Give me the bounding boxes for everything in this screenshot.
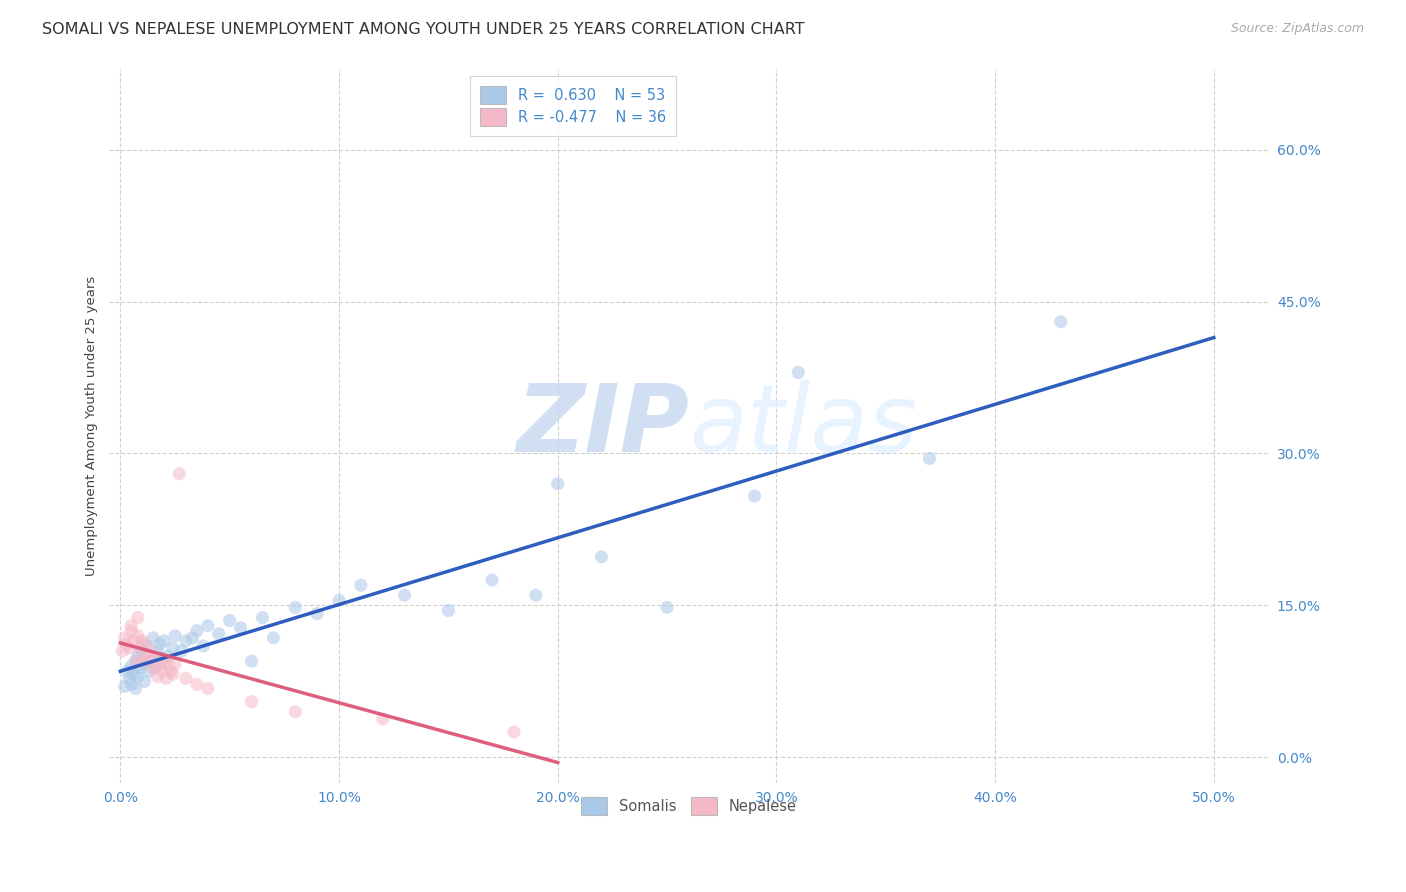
Point — [350, 578, 373, 592]
Point — [174, 671, 197, 685]
Point — [174, 633, 197, 648]
Point — [157, 649, 180, 664]
Point — [149, 657, 172, 672]
Point — [150, 665, 173, 679]
Point — [129, 640, 152, 655]
Point — [503, 725, 526, 739]
Point — [146, 644, 169, 658]
Point — [229, 621, 252, 635]
Point — [153, 633, 176, 648]
Point — [437, 603, 460, 617]
Point — [139, 644, 162, 658]
Point — [197, 681, 219, 696]
Point — [122, 633, 145, 648]
Point — [127, 610, 149, 624]
Point — [115, 637, 138, 651]
Point — [918, 451, 941, 466]
Point — [115, 665, 138, 679]
Point — [149, 637, 172, 651]
Point — [591, 549, 613, 564]
Point — [262, 631, 284, 645]
Point — [186, 677, 208, 691]
Legend: Somalis, Nepalese: Somalis, Nepalese — [571, 787, 807, 825]
Point — [142, 631, 165, 645]
Point — [547, 476, 569, 491]
Point — [142, 661, 165, 675]
Point — [129, 661, 152, 675]
Point — [120, 618, 142, 632]
Point — [118, 640, 141, 655]
Point — [208, 627, 231, 641]
Point — [131, 644, 153, 658]
Point — [371, 712, 394, 726]
Point — [157, 659, 180, 673]
Point — [134, 637, 156, 651]
Point — [307, 607, 329, 621]
Text: atlas: atlas — [689, 380, 917, 471]
Point — [181, 631, 204, 645]
Point — [138, 665, 160, 679]
Point — [328, 593, 350, 607]
Point — [131, 654, 153, 668]
Point — [155, 671, 177, 685]
Point — [284, 600, 307, 615]
Point — [150, 651, 173, 665]
Point — [162, 667, 184, 681]
Point — [120, 677, 142, 691]
Point — [162, 640, 184, 655]
Point — [143, 661, 166, 675]
Point — [170, 644, 193, 658]
Point — [138, 654, 160, 668]
Point — [134, 674, 156, 689]
Point — [135, 649, 157, 664]
Point — [524, 588, 547, 602]
Point — [131, 633, 153, 648]
Point — [394, 588, 416, 602]
Point — [146, 669, 169, 683]
Point — [252, 610, 274, 624]
Point — [111, 644, 134, 658]
Point — [787, 366, 810, 380]
Point — [122, 667, 145, 681]
Point — [127, 629, 149, 643]
Point — [655, 600, 678, 615]
Point — [284, 705, 307, 719]
Point — [186, 624, 208, 638]
Point — [135, 639, 157, 653]
Point — [120, 659, 142, 673]
Point — [169, 467, 191, 481]
Point — [153, 654, 176, 668]
Point — [118, 671, 141, 685]
Point — [131, 657, 153, 672]
Point — [127, 649, 149, 664]
Point — [481, 573, 503, 587]
Point — [159, 665, 181, 679]
Point — [114, 631, 136, 645]
Point — [124, 681, 146, 696]
Point — [124, 654, 146, 668]
Text: SOMALI VS NEPALESE UNEMPLOYMENT AMONG YOUTH UNDER 25 YEARS CORRELATION CHART: SOMALI VS NEPALESE UNEMPLOYMENT AMONG YO… — [42, 22, 804, 37]
Y-axis label: Unemployment Among Youth under 25 years: Unemployment Among Youth under 25 years — [86, 276, 98, 575]
Point — [163, 629, 186, 643]
Point — [1049, 315, 1071, 329]
Point — [197, 618, 219, 632]
Point — [127, 669, 149, 683]
Point — [114, 680, 136, 694]
Point — [744, 489, 766, 503]
Point — [193, 639, 215, 653]
Point — [240, 654, 263, 668]
Point — [218, 614, 240, 628]
Text: ZIP: ZIP — [516, 380, 689, 472]
Point — [163, 657, 186, 672]
Point — [143, 651, 166, 665]
Point — [124, 654, 146, 668]
Text: Source: ZipAtlas.com: Source: ZipAtlas.com — [1230, 22, 1364, 36]
Point — [120, 624, 142, 638]
Point — [240, 695, 263, 709]
Point — [139, 654, 162, 668]
